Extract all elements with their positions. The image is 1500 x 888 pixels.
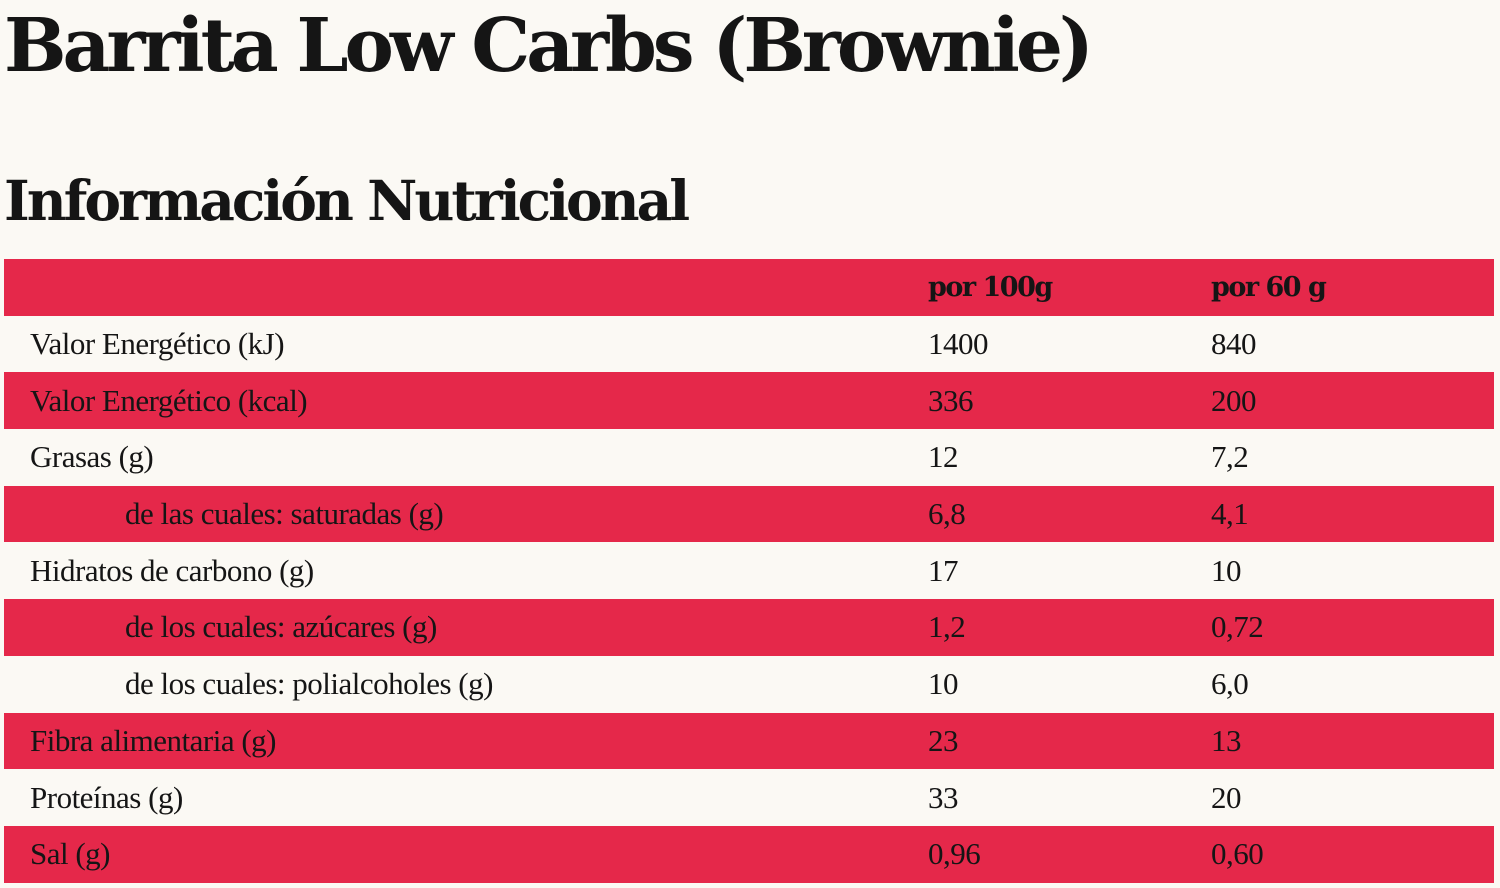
table-row: Fibra alimentaria (g) 23 13 <box>4 712 1494 770</box>
value-per-100g: 6,8 <box>928 496 966 532</box>
nutrient-label: Valor Energético (kcal) <box>30 382 308 418</box>
nutrient-label: de las cuales: saturadas (g) <box>125 496 444 532</box>
value-per-60g: 10 <box>1211 552 1242 588</box>
value-per-60g: 20 <box>1211 779 1242 815</box>
value-per-100g: 12 <box>928 439 959 475</box>
table-row: Proteínas (g) 33 20 <box>4 769 1494 826</box>
value-per-100g: 10 <box>928 666 959 702</box>
nutrient-label: Grasas (g) <box>30 439 154 475</box>
table-row: Sal (g) 0,96 0,60 <box>4 825 1494 883</box>
value-per-100g: 23 <box>928 722 959 758</box>
value-per-100g: 1,2 <box>928 609 966 645</box>
value-per-100g: 336 <box>928 382 974 418</box>
section-title: Información Nutricional <box>4 168 690 233</box>
value-per-60g: 0,60 <box>1211 836 1264 872</box>
nutrient-label: Proteínas (g) <box>30 779 183 815</box>
nutrient-label: Fibra alimentaria (g) <box>30 722 277 758</box>
product-title: Barrita Low Carbs (Brownie) <box>4 3 1094 89</box>
nutrient-label: Hidratos de carbono (g) <box>30 552 314 588</box>
header-per-60g: por 60 g <box>1211 271 1327 303</box>
value-per-60g: 6,0 <box>1211 666 1249 702</box>
table-row: Grasas (g) 12 7,2 <box>4 429 1494 486</box>
value-per-60g: 200 <box>1211 382 1257 418</box>
value-per-60g: 13 <box>1211 722 1242 758</box>
header-nutrient <box>4 259 928 316</box>
table-row: de los cuales: polialcoholes (g) 10 6,0 <box>4 656 1494 713</box>
table-row: Hidratos de carbono (g) 17 10 <box>4 542 1494 599</box>
value-per-60g: 4,1 <box>1211 496 1249 532</box>
value-per-60g: 7,2 <box>1211 439 1249 475</box>
value-per-60g: 840 <box>1211 326 1257 362</box>
table-row: Valor Energético (kJ) 1400 840 <box>4 316 1494 373</box>
header-per-100g: por 100g <box>928 271 1053 303</box>
value-per-100g: 33 <box>928 779 959 815</box>
value-per-100g: 1400 <box>928 326 989 362</box>
table-row: de los cuales: azúcares (g) 1,2 0,72 <box>4 599 1494 656</box>
nutrient-label: de los cuales: polialcoholes (g) <box>125 666 493 702</box>
table-header-row: por 100g por 60 g <box>4 259 1494 316</box>
nutrition-table: por 100g por 60 g Valor Energético (kJ) … <box>4 259 1494 883</box>
nutrient-label: Sal (g) <box>30 836 111 872</box>
nutrient-label: Valor Energético (kJ) <box>30 326 285 362</box>
table-row: Valor Energético (kcal) 336 200 <box>4 372 1494 430</box>
value-per-100g: 0,96 <box>928 836 981 872</box>
value-per-60g: 0,72 <box>1211 609 1264 645</box>
nutrient-label: de los cuales: azúcares (g) <box>125 609 437 645</box>
table-row: de las cuales: saturadas (g) 6,8 4,1 <box>4 485 1494 543</box>
value-per-100g: 17 <box>928 552 959 588</box>
